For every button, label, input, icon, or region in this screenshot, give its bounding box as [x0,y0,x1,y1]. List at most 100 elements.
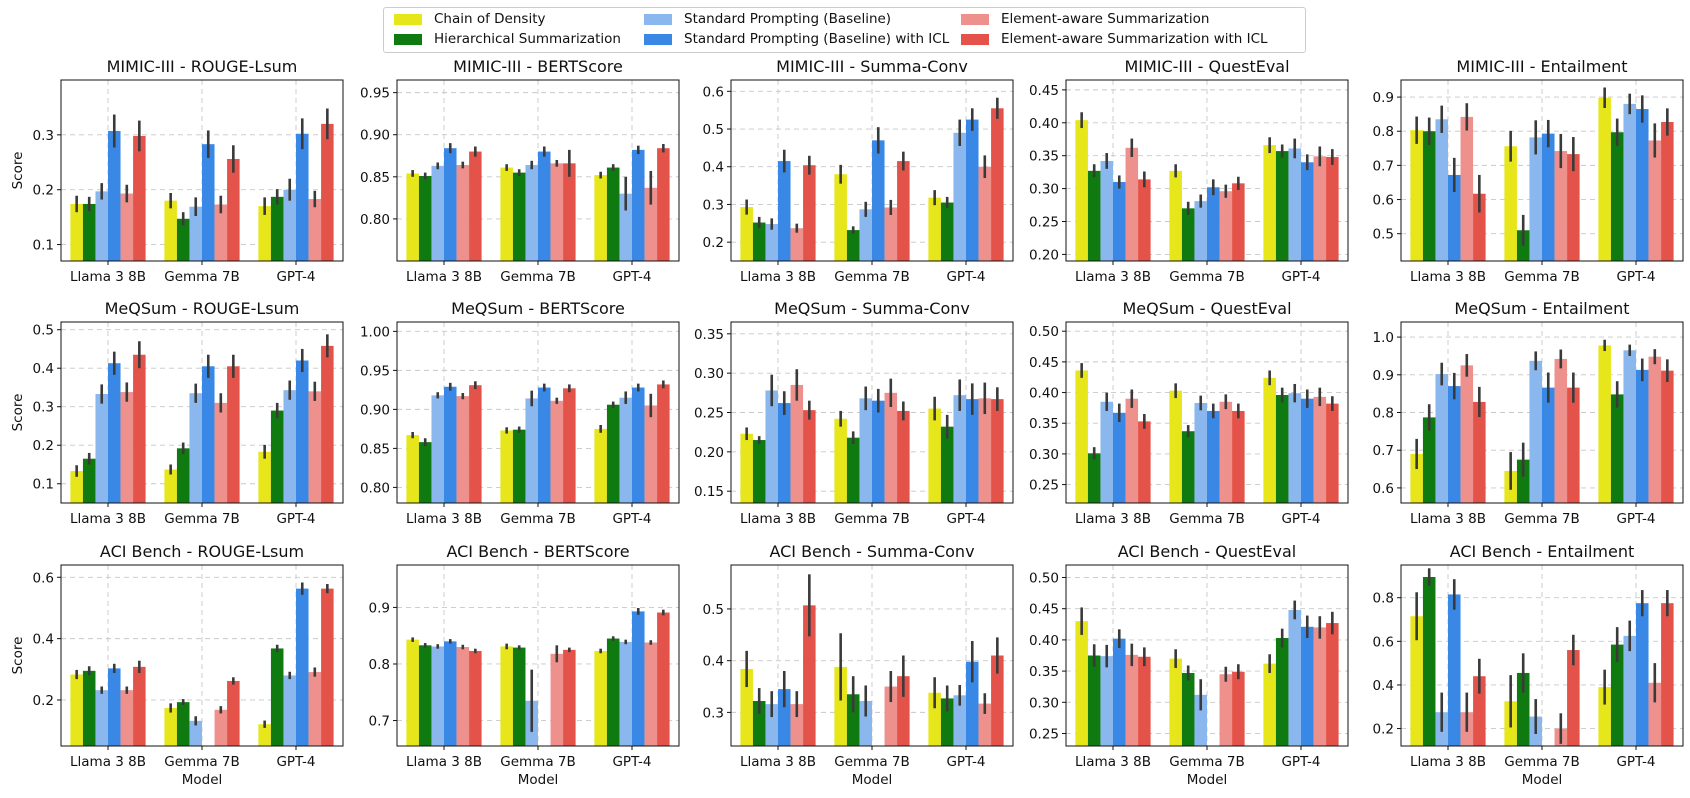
bars [740,97,1004,261]
subplot-title: MeQSum - ROUGE-Lsum [105,299,300,318]
y-tick-label: 0.25 [694,406,724,422]
legend-swatch [644,13,672,25]
x-tick-label: Llama 3 8B [406,511,482,527]
bar [859,701,872,746]
x-tick-label: Gemma 7B [1504,511,1579,527]
bar [1275,638,1289,746]
bar [1410,130,1423,261]
subplot: 0.1 0.2 0.3 Llama 3 8B Gemma 7B GPT-4 MIMIC-II… [10,57,344,285]
subplot: 0.2 0.4 0.6 Llama 3 8B Gemma 7B GPT-4 ACI Benc… [10,542,344,788]
bar [500,167,513,261]
y-tick-label: 0.25 [1029,727,1059,743]
bar [456,647,470,746]
bar [133,666,146,746]
bar [227,158,240,261]
bars [406,380,670,503]
bar [406,173,419,261]
bar [431,395,444,503]
y-tick-label: 0.95 [360,363,390,379]
bar [1301,162,1314,261]
bar [966,661,979,746]
bar [1275,395,1289,503]
y-tick-label: 0.8 [1373,591,1394,607]
y-tick-label: 0.3 [33,400,54,416]
y-tick-label: 0.1 [33,477,54,493]
y-tick-label: 0.9 [1373,90,1394,106]
bar [1075,120,1088,261]
x-tick-label: Gemma 7B [1504,269,1579,285]
bar [1169,658,1182,746]
legend-label: Hierarchical Summarization [434,31,621,47]
bar [1610,644,1624,746]
bar [1623,103,1636,261]
bar [884,207,898,261]
y-tick-label: 0.7 [369,714,390,730]
y-tick-label: 0.25 [1029,215,1059,231]
bar [657,384,670,503]
bar [1100,401,1113,503]
bar [928,408,941,503]
x-tick-label: Llama 3 8B [740,511,816,527]
legend-label: Standard Prompting (Baseline) with ICL [684,31,950,47]
bar [606,638,620,746]
bar [1448,594,1461,746]
bar [444,641,457,746]
y-tick-label: 0.6 [1373,634,1394,650]
bar [778,689,791,746]
bar [834,666,847,746]
bar [966,119,979,261]
y-tick-label: 0.90 [360,402,390,418]
y-tick-label: 0.80 [360,480,390,496]
bar [1169,170,1182,261]
bars [70,582,334,746]
x-tick-label: Llama 3 8B [740,754,816,770]
bar [846,694,860,746]
y-tick-label: 0.50 [1029,324,1059,340]
bar [1232,671,1245,746]
bar [834,418,847,503]
bar [897,676,910,746]
y-tick-label: 0.85 [360,441,390,457]
bar [1181,672,1195,746]
bar [296,133,309,261]
bar [469,650,482,746]
subplot: 0.25 0.30 0.35 0.40 0.45 0.50 Llama 3 8B Gemma … [1029,542,1349,788]
bar [1138,656,1151,746]
bar [1113,638,1126,746]
bars [1075,112,1339,261]
bar [940,426,954,503]
y-tick-label: 0.4 [33,632,54,648]
bar [803,165,816,261]
bar [953,132,966,261]
y-tick-label: 0.3 [703,197,724,213]
y-tick-label: 0.8 [1373,406,1394,422]
bar [120,193,134,261]
y-tick-label: 0.5 [703,122,724,138]
bars [740,369,1004,503]
y-tick-label: 0.5 [33,323,54,339]
subplot: 0.20 0.25 0.30 0.35 0.40 0.45 Llama 3 8B Gemma … [1029,57,1349,285]
subplot: 0.1 0.2 0.3 0.4 0.5 Llama 3 8B Gemma 7B GPT-4 Me… [10,299,344,527]
bar [82,670,96,746]
bar [258,451,271,503]
bar [1661,370,1674,503]
bar [1516,672,1530,746]
subplot-title: ACI Bench - QuestEval [1118,542,1297,561]
bar [765,224,778,261]
bar [1448,174,1461,261]
bars [406,143,670,261]
bar [296,360,309,503]
bar [803,410,816,503]
bar [550,163,564,261]
y-tick-label: 0.5 [1373,227,1394,243]
bar [202,144,215,261]
bar [444,148,457,261]
bar [563,163,576,261]
legend-label: Element-aware Summarization [1001,11,1210,27]
bar [953,695,966,746]
y-tick-label: 0.2 [1373,722,1394,738]
subplot: 0.6 0.7 0.8 0.9 1.0 Llama 3 8B Gemma 7B GPT-4 Me… [1373,299,1684,527]
y-tick-label: 0.35 [694,327,724,343]
bar [308,391,322,503]
bar [778,403,791,503]
